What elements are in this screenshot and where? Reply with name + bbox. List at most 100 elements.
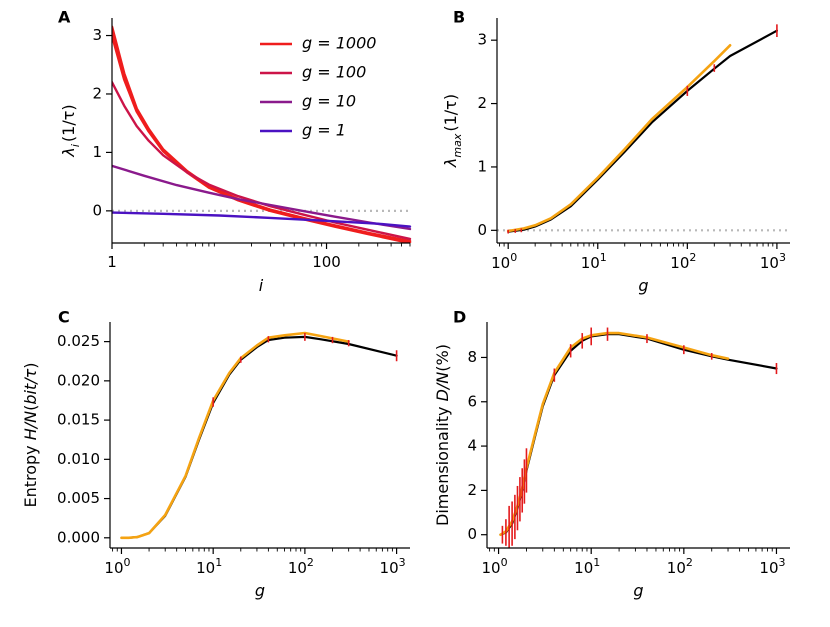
- y-label-subscript: max: [451, 133, 464, 157]
- y-tick-label: 0.005: [57, 489, 100, 507]
- x-tick-base: 10: [581, 254, 600, 272]
- panel-letter: A: [58, 8, 71, 27]
- y-tick-label: 6: [467, 392, 477, 410]
- x-tick-exponent: 3: [779, 556, 786, 569]
- series-line-4: [112, 211, 412, 228]
- y-label-symbol: λ: [59, 147, 78, 157]
- x-tick-exponent: 0: [124, 556, 131, 569]
- plot-area: [120, 331, 398, 540]
- y-label-italic: D/N: [433, 372, 452, 402]
- x-tick-base: 10: [759, 559, 778, 577]
- y-tick-label: 0: [477, 221, 487, 239]
- x-tick-exponent: 2: [307, 556, 314, 569]
- x-tick-label: 101: [196, 556, 222, 577]
- x-axis-label: g: [638, 276, 648, 295]
- y-tick-label: 0.025: [57, 332, 100, 350]
- y-tick-label: 0: [467, 525, 477, 543]
- series-line-0: [120, 335, 398, 539]
- series-line-0: [499, 333, 778, 536]
- panel-letter: D: [453, 308, 466, 327]
- y-tick-label: 0.015: [57, 411, 100, 429]
- series-line-1: [506, 44, 732, 233]
- y-label-end: ): [21, 362, 40, 368]
- x-tick-exponent: 3: [399, 556, 406, 569]
- x-tick-label: 101: [581, 251, 607, 272]
- y-tick-label: 3: [92, 26, 102, 44]
- panel-letter: C: [58, 308, 70, 327]
- plot-area: [112, 25, 412, 243]
- x-tick-label: 103: [759, 556, 785, 577]
- x-tick-base: 10: [104, 559, 123, 577]
- y-label-units: (1/τ): [59, 104, 78, 142]
- x-tick-exponent: 0: [510, 251, 517, 264]
- plot-area: [499, 327, 778, 548]
- y-tick-label: 1: [92, 143, 102, 161]
- y-label-italic-units: bit/τ: [21, 368, 40, 404]
- y-label-symbol: λ: [441, 158, 460, 168]
- x-tick-exponent: 2: [686, 556, 693, 569]
- x-tick-label: 103: [760, 251, 786, 272]
- x-tick-label: 102: [288, 556, 314, 577]
- y-tick-label: 0.020: [57, 371, 100, 389]
- y-label-rest: (%): [433, 344, 452, 372]
- x-tick-exponent: 3: [779, 251, 786, 264]
- y-tick-label: 0.010: [57, 450, 100, 468]
- x-tick-label: 102: [670, 251, 696, 272]
- legend-label: g = 100: [302, 63, 366, 82]
- y-label-italic: H/N: [21, 411, 40, 440]
- x-tick-base: 10: [667, 559, 686, 577]
- y-label-text: Entropy: [21, 440, 40, 507]
- x-tick-base: 10: [670, 254, 689, 272]
- y-tick-label: 4: [467, 437, 477, 455]
- y-label-text: Dimensionality: [433, 401, 452, 526]
- y-tick-label: 8: [467, 348, 477, 366]
- x-tick-label: 1: [107, 253, 117, 271]
- y-axis-label: λmax(1/τ): [441, 94, 464, 168]
- x-tick-base: 10: [574, 559, 593, 577]
- x-tick-base: 10: [288, 559, 307, 577]
- series-line-3: [112, 164, 412, 231]
- y-tick-label: 2: [467, 481, 477, 499]
- x-tick-base: 10: [760, 254, 779, 272]
- y-axis-label: λi (1/τ): [59, 104, 82, 157]
- y-label-rest: (: [21, 405, 40, 411]
- y-axis-label: Dimensionality D/N(%): [433, 344, 452, 526]
- y-tick-label: 2: [477, 94, 487, 112]
- x-tick-base: 10: [491, 254, 510, 272]
- x-tick-label: 100: [491, 251, 517, 272]
- x-tick-label: 101: [574, 556, 600, 577]
- x-tick-label: 100: [104, 556, 130, 577]
- y-axis-label: Entropy H/N(bit/τ): [21, 362, 40, 507]
- y-tick-label: 2: [92, 84, 102, 102]
- series-line-2: [112, 81, 412, 241]
- y-tick-label: 1: [477, 157, 487, 175]
- x-tick-exponent: 1: [215, 556, 222, 569]
- x-tick-exponent: 1: [600, 251, 607, 264]
- x-axis-label: g: [255, 581, 265, 600]
- x-tick-label: 100: [312, 253, 341, 271]
- plot-area: [497, 24, 790, 234]
- x-tick-exponent: 2: [689, 251, 696, 264]
- y-label-subscript: i: [69, 144, 82, 147]
- x-tick-label: 103: [380, 556, 406, 577]
- legend-label: g = 1: [302, 121, 346, 140]
- y-label-units: (1/τ): [441, 94, 460, 132]
- series-line-1: [120, 331, 350, 540]
- x-tick-exponent: 1: [593, 556, 600, 569]
- y-tick-label: 0: [92, 201, 102, 219]
- legend-label: g = 1000: [302, 34, 376, 53]
- legend-label: g = 10: [302, 92, 356, 111]
- x-tick-label: 100: [482, 556, 508, 577]
- x-tick-exponent: 0: [501, 556, 508, 569]
- x-tick-label: 102: [667, 556, 693, 577]
- legend: g = 1000 g = 100 g = 10 g = 1: [260, 34, 376, 140]
- series-line-1: [499, 331, 730, 536]
- x-axis-label: g: [633, 581, 643, 600]
- y-tick-label: 3: [477, 31, 487, 49]
- y-tick-label: 0.000: [57, 528, 100, 546]
